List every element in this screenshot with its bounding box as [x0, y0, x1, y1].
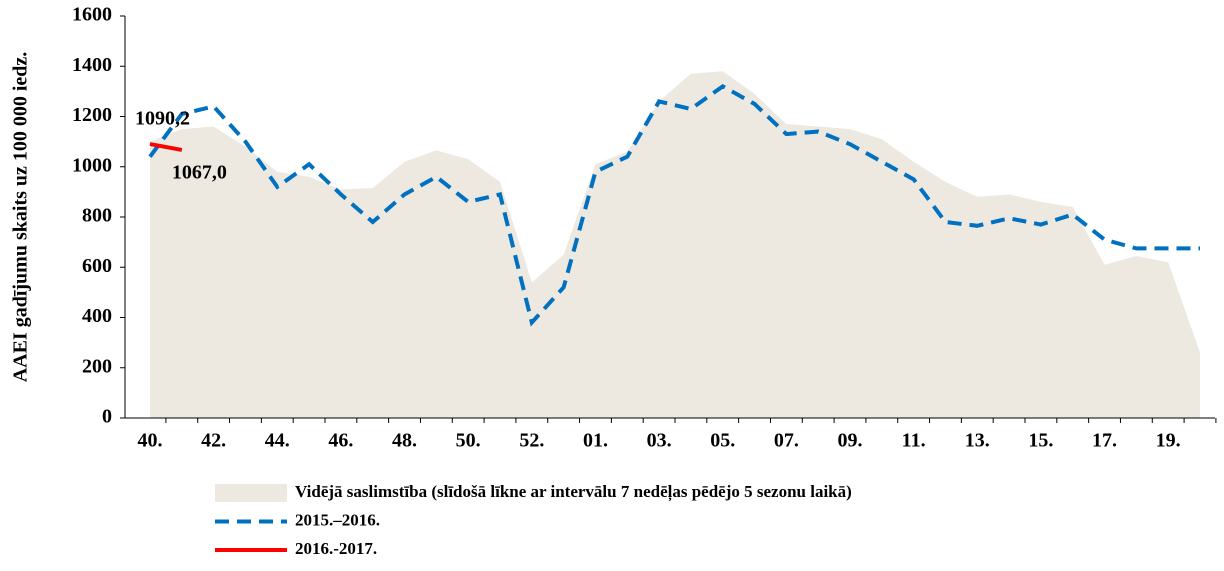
line [148, 83, 1200, 327]
y-tick-label: 1000 [72, 154, 112, 176]
legend-label: Vidējā saslimstība (slīdošā līkne ar int… [295, 482, 852, 502]
x-tick-label: 40. [138, 430, 163, 452]
x-tick-label: 42. [201, 430, 226, 452]
x-tick-label: 15. [1028, 430, 1053, 452]
y-tick-label: 600 [82, 255, 112, 277]
y-tick-label: 0 [102, 406, 112, 428]
area [150, 71, 1200, 419]
x-tick-label: 03. [647, 430, 672, 452]
legend-label: 2016.-2017. [295, 539, 377, 558]
data-label: 1067,0 [172, 162, 227, 184]
legend-label: 2015.–2016. [295, 510, 380, 529]
y-tick-label: 1200 [72, 104, 112, 126]
x-tick-label: 48. [392, 430, 417, 452]
x-tick-label: 13. [965, 430, 990, 452]
x-tick-label: 17. [1092, 430, 1117, 452]
legend-swatch [215, 484, 287, 502]
y-tick-label: 800 [82, 205, 112, 227]
x-tick-label: 50. [456, 430, 481, 452]
x-tick-label: 44. [265, 430, 290, 452]
x-tick-label: 52. [519, 430, 544, 452]
x-tick-label: 46. [328, 430, 353, 452]
x-tick-label: 07. [774, 430, 799, 452]
x-tick-label: 19. [1156, 430, 1181, 452]
y-axis-label: AAEI gadījumu skaits uz 100 000 iedz. [10, 52, 32, 383]
y-tick-label: 1400 [72, 54, 112, 76]
x-tick-label: 09. [838, 430, 863, 452]
y-tick-label: 400 [82, 305, 112, 327]
line [149, 142, 183, 152]
y-tick-label: 1600 [72, 4, 112, 26]
x-tick-label: 11. [902, 430, 926, 452]
y-tick-label: 200 [82, 355, 112, 377]
data-label: 1090,2 [135, 108, 190, 130]
x-tick-label: 05. [710, 430, 735, 452]
x-tick-label: 01. [583, 430, 608, 452]
